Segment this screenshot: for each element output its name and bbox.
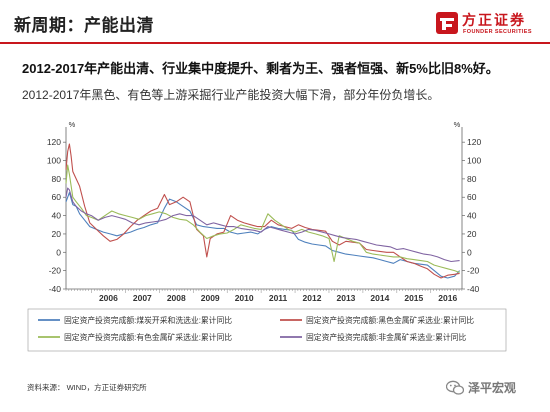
source-note: 资料来源： WIND，方正证券研究所: [27, 383, 147, 392]
legend-label-3: 固定资产投资完成额:有色金属矿采选业:累计同比: [64, 332, 232, 342]
x-tick-label: 2015: [404, 293, 423, 303]
series-line-1: [65, 192, 461, 279]
page-title: 新周期：产能出清: [14, 16, 154, 35]
y-tick-label-right: 40: [467, 211, 477, 221]
x-tick-label: 2014: [370, 293, 389, 303]
y-tick-label-right: 20: [467, 229, 477, 239]
x-tick-label: 2012: [303, 293, 322, 303]
y-tick-label-right: -20: [467, 266, 480, 276]
y-tick-label-left: 120: [47, 137, 61, 147]
watermark: 泽平宏观: [446, 378, 536, 396]
y-tick-label-left: 80: [52, 174, 62, 184]
founder-logo-icon: [436, 12, 458, 34]
x-tick-label: 2008: [167, 293, 186, 303]
x-tick-label: 2013: [336, 293, 355, 303]
y-tick-label-left: 0: [56, 247, 61, 257]
x-tick-label: 2006: [99, 293, 118, 303]
logo-english-name: FOUNDER SECURITIES: [463, 29, 532, 35]
legend-label-2: 固定资产投资完成额:黑色金属矿采选业:累计同比: [306, 315, 474, 325]
header-divider: [0, 42, 550, 44]
y-tick-label-right: -40: [467, 284, 480, 294]
legend-box: [27, 308, 507, 352]
y-unit-right: %: [454, 120, 461, 129]
wechat-icon: [446, 380, 464, 395]
x-tick-label: 2009: [201, 293, 220, 303]
company-logo: 方正证券 FOUNDER SECURITIES: [434, 8, 542, 40]
y-tick-label-right: 60: [467, 192, 477, 202]
y-tick-label-right: 120: [467, 137, 481, 147]
x-tick-label: 2011: [269, 293, 288, 303]
y-tick-label-right: 0: [467, 247, 472, 257]
y-tick-label-left: 40: [52, 211, 62, 221]
y-tick-label-left: -20: [49, 266, 62, 276]
y-tick-label-right: 80: [467, 174, 477, 184]
series-line-4: [65, 187, 460, 263]
x-tick-label: 2007: [133, 293, 152, 303]
headline-text: 2012-2017年产能出清、行业集中度提升、剩者为王、强者恒强、新5%比旧8%…: [22, 61, 499, 76]
y-tick-label-left: 20: [52, 229, 62, 239]
y-tick-label-left: 60: [52, 192, 62, 202]
logo-chinese-name: 方正证券: [462, 12, 526, 28]
legend-label-4: 固定资产投资完成额:非金属矿采选业:累计同比: [306, 332, 466, 342]
x-tick-label: 2010: [235, 293, 254, 303]
x-tick-label: 2016: [438, 293, 457, 303]
watermark-text: 泽平宏观: [468, 381, 517, 395]
subline-text: 2012-2017年黑色、有色等上游采掘行业产能投资大幅下滑，部分年份负增长。: [22, 88, 440, 102]
y-unit-left: %: [69, 120, 76, 129]
series-line-3: [65, 164, 460, 274]
y-tick-label-right: 100: [467, 156, 481, 166]
y-tick-label-left: 100: [47, 156, 61, 166]
series-line-2: [65, 143, 460, 279]
y-tick-label-left: -40: [49, 284, 62, 294]
legend-label-1: 固定资产投资完成额:煤炭开采和洗选业:累计同比: [64, 315, 232, 325]
